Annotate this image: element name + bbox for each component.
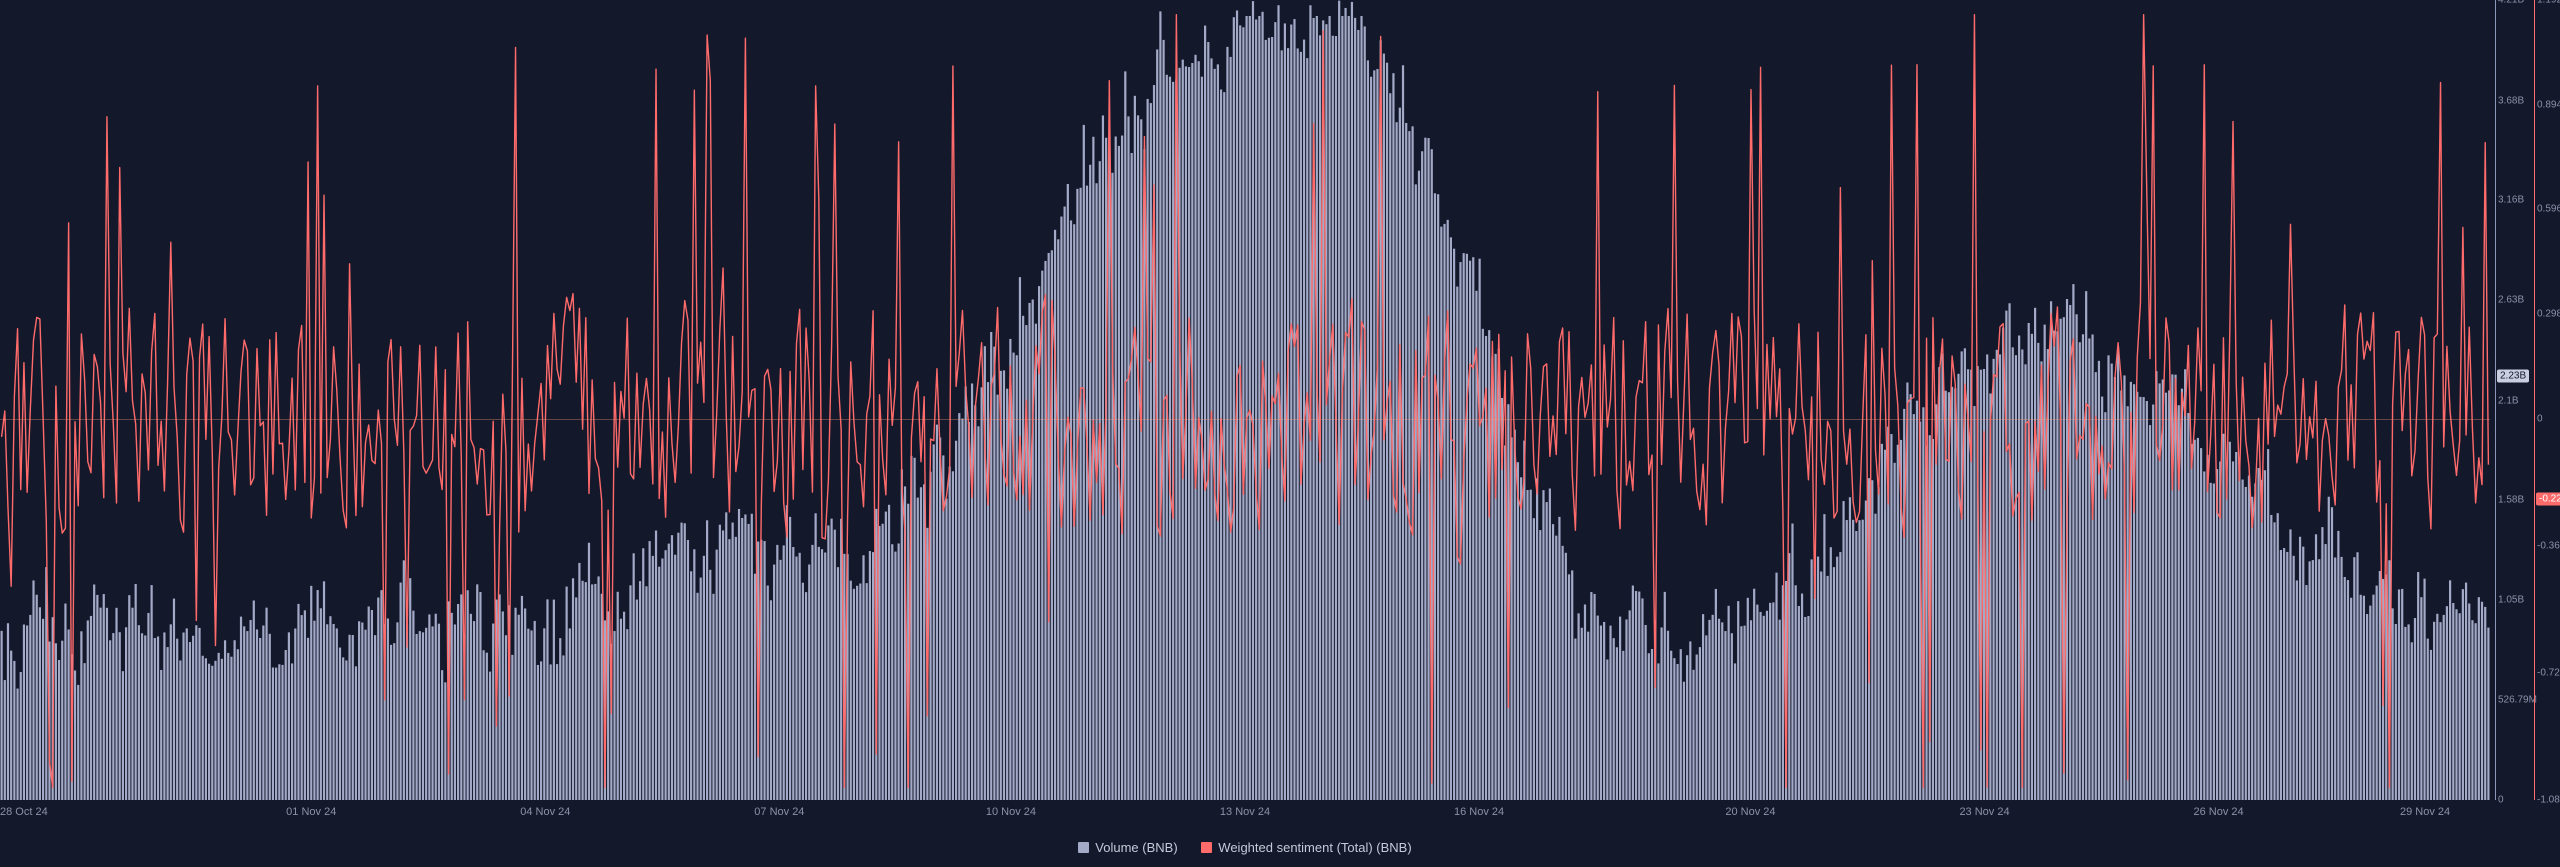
y-axis-volume: 0526.79M1.05B1.58B2.1B2.63B3.16B3.68B4.2… — [2495, 0, 2531, 800]
y1-tick: 3.68B — [2496, 95, 2524, 106]
x-tick: 04 Nov 24 — [520, 806, 570, 818]
legend-label-sentiment: Weighted sentiment (Total) (BNB) — [1218, 840, 1411, 855]
y-axis-sentiment: -1.085-0.723-0.36200.2980.5960.8941.192-… — [2534, 0, 2560, 800]
legend-label-volume: Volume (BNB) — [1095, 840, 1177, 855]
y1-current-badge: 2.23B — [2497, 370, 2529, 383]
plot-area[interactable] — [0, 0, 2490, 800]
x-tick: 29 Nov 24 — [2400, 806, 2450, 818]
legend-item-volume[interactable]: Volume (BNB) — [1078, 840, 1177, 855]
legend-swatch-sentiment — [1201, 842, 1212, 853]
y2-tick: -0.723 — [2535, 667, 2560, 678]
y1-tick: 2.63B — [2496, 295, 2524, 306]
x-tick: 16 Nov 24 — [1454, 806, 1504, 818]
y2-tick: -1.085 — [2535, 795, 2560, 806]
x-tick: 01 Nov 24 — [286, 806, 336, 818]
legend: Volume (BNB) Weighted sentiment (Total) … — [0, 840, 2490, 856]
x-tick: 26 Nov 24 — [2194, 806, 2244, 818]
y2-current-badge: -0.227 — [2536, 492, 2560, 505]
x-tick: 28 Oct 24 — [0, 806, 48, 818]
y1-tick: 526.79M — [2496, 694, 2537, 705]
y1-tick: 0 — [2496, 795, 2504, 806]
x-axis: 28 Oct 24 01 Nov 24 04 Nov 24 07 Nov 24 10 N… — [0, 806, 2490, 826]
y1-tick: 2.1B — [2496, 395, 2519, 406]
x-tick: 13 Nov 24 — [1220, 806, 1270, 818]
volume-bars — [1, 1, 2490, 800]
y1-tick: 1.58B — [2496, 494, 2524, 505]
chart-root: 0 526.79M 1.05B 1.58B 2.1B 2.63B 3.16B 3.68B 4.2… — [0, 0, 2560, 867]
y2-tick: 0 — [2535, 413, 2543, 424]
x-tick: 23 Nov 24 — [1959, 806, 2009, 818]
y2-tick: 0.298 — [2535, 309, 2560, 320]
y2-tick: 0.894 — [2535, 99, 2560, 110]
y2-tick: -0.362 — [2535, 540, 2560, 551]
legend-item-sentiment[interactable]: Weighted sentiment (Total) (BNB) — [1201, 840, 1411, 855]
legend-swatch-volume — [1078, 842, 1089, 853]
y1-tick: 1.05B — [2496, 595, 2524, 606]
y2-tick: 0.596 — [2535, 204, 2560, 215]
x-tick: 10 Nov 24 — [986, 806, 1036, 818]
y2-tick: 1.192 — [2535, 0, 2560, 6]
y1-tick: 4.21B — [2496, 0, 2524, 6]
y1-tick: 3.16B — [2496, 194, 2524, 205]
sentiment-zero-line — [0, 419, 2490, 420]
x-tick: 07 Nov 24 — [754, 806, 804, 818]
x-tick: 20 Nov 24 — [1725, 806, 1775, 818]
